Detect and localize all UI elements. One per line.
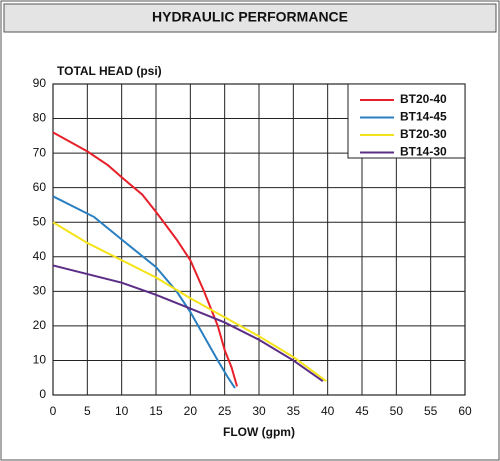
legend-box — [347, 83, 466, 159]
legend-label: BT14-45 — [400, 110, 447, 124]
y-tick-label: 20 — [33, 318, 47, 332]
y-tick-label: 60 — [33, 180, 47, 194]
x-tick-label: 45 — [355, 404, 369, 418]
plot-border — [52, 83, 466, 396]
x-tick-label: 40 — [321, 404, 335, 418]
x-tick-label: 25 — [218, 404, 232, 418]
y-tick-label: 40 — [33, 249, 47, 263]
x-tick-label: 5 — [84, 404, 91, 418]
y-axis-label: TOTAL HEAD (psi) — [57, 64, 162, 78]
title-bar — [3, 3, 497, 33]
line-series — [52, 195, 236, 389]
x-tick-label: 30 — [252, 404, 266, 418]
x-tick-label: 55 — [424, 404, 438, 418]
x-tick-label: 20 — [184, 404, 198, 418]
line-series — [52, 264, 324, 382]
y-tick-label: 0 — [39, 387, 46, 401]
line-series — [52, 131, 238, 387]
legend-label: BT14-30 — [400, 145, 447, 159]
x-axis-label: FLOW (gpm) — [223, 425, 295, 439]
y-tick-label: 90 — [33, 76, 47, 90]
x-tick-label: 35 — [287, 404, 301, 418]
y-tick-label: 30 — [33, 284, 47, 298]
chart-title: HYDRAULIC PERFORMANCE — [152, 9, 348, 25]
x-tick-label: 0 — [50, 404, 57, 418]
x-tick-label: 15 — [149, 404, 163, 418]
x-tick-label: 60 — [458, 404, 472, 418]
x-tick-label: 50 — [390, 404, 404, 418]
y-tick-label: 50 — [33, 214, 47, 228]
y-tick-label: 10 — [33, 353, 47, 367]
x-tick-label: 10 — [115, 404, 129, 418]
y-tick-label: 70 — [33, 145, 47, 159]
line-series — [52, 221, 327, 382]
legend-label: BT20-40 — [400, 92, 447, 106]
y-tick-label: 80 — [33, 111, 47, 125]
legend-label: BT20-30 — [400, 127, 447, 141]
